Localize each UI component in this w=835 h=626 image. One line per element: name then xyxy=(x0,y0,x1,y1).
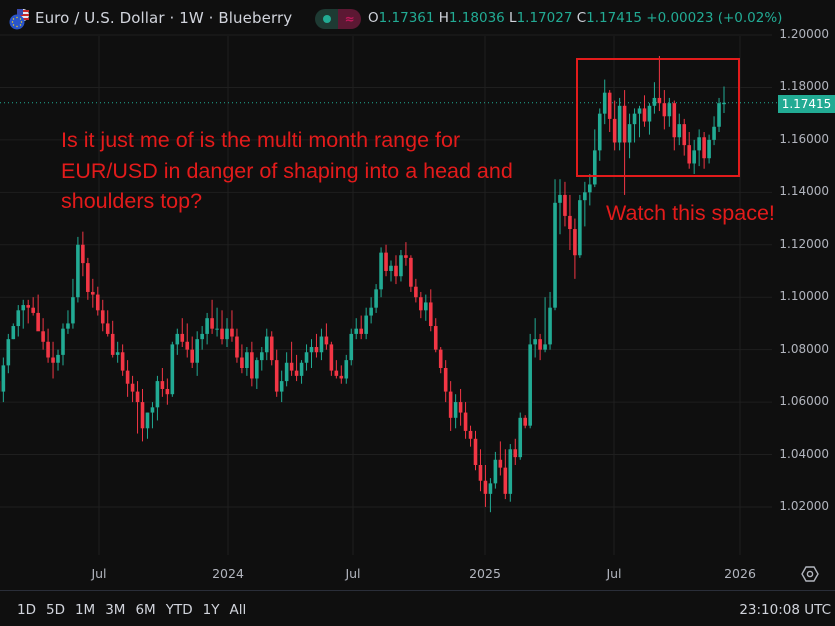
footer-divider xyxy=(0,590,835,591)
low-label: L xyxy=(509,10,517,26)
market-open-dot-icon xyxy=(322,15,331,23)
range-selector: 1D 5D 1M 3M 6M YTD 1Y All xyxy=(17,602,256,618)
time-axis-label: 2024 xyxy=(212,566,244,581)
range-all-button[interactable]: All xyxy=(229,602,247,618)
close-value: 1.17415 xyxy=(586,10,642,26)
price-axis-label: 1.06000 xyxy=(779,394,829,409)
price-axis-label: 1.12000 xyxy=(779,236,829,251)
time-axis-label: Jul xyxy=(91,566,107,581)
time-axis-label: 2026 xyxy=(724,566,756,581)
range-1y-button[interactable]: 1Y xyxy=(202,602,220,618)
chart-header: Euro / U.S. Dollar · 1W · Blueberry ≈ O1… xyxy=(0,0,835,36)
annotation-range-box[interactable] xyxy=(576,58,740,177)
open-label: O xyxy=(368,10,379,26)
time-axis-label: Jul xyxy=(345,566,361,581)
price-axis-label: 1.02000 xyxy=(779,498,829,513)
price-axis-label: 1.04000 xyxy=(779,446,829,461)
range-1m-button[interactable]: 1M xyxy=(74,602,96,618)
low-value: 1.17027 xyxy=(516,10,573,26)
settings-hex-icon[interactable] xyxy=(801,565,819,583)
price-axis-label: 1.16000 xyxy=(779,131,829,146)
time-axis-label: 2025 xyxy=(469,566,501,581)
price-axis-label: 1.10000 xyxy=(779,289,829,304)
candles xyxy=(0,55,726,513)
utc-clock[interactable]: 23:10:08 UTC xyxy=(739,602,831,618)
range-1d-button[interactable]: 1D xyxy=(17,602,36,618)
last-price-badge: 1.17415 xyxy=(778,95,835,113)
approx-data-icon: ≈ xyxy=(338,9,361,29)
range-ytd-button[interactable]: YTD xyxy=(165,602,193,618)
time-axis-label: Jul xyxy=(606,566,622,581)
high-label: H xyxy=(438,10,449,26)
range-5d-button[interactable]: 5D xyxy=(45,602,65,618)
price-axis-label: 1.14000 xyxy=(779,184,829,199)
range-3m-button[interactable]: 3M xyxy=(105,602,126,618)
high-value: 1.18036 xyxy=(448,10,505,26)
change-value: +0.00023 (+0.02%) xyxy=(646,10,783,26)
chart-pane[interactable] xyxy=(0,0,835,590)
eur-usd-flag-icon xyxy=(9,9,29,30)
close-label: C xyxy=(576,10,587,26)
symbol-title[interactable]: Euro / U.S. Dollar · 1W · Blueberry xyxy=(35,9,293,27)
range-6m-button[interactable]: 6M xyxy=(135,602,156,618)
price-axis-label: 1.18000 xyxy=(779,79,829,94)
candlestick-chart[interactable] xyxy=(0,0,835,590)
market-status-pill[interactable]: ≈ xyxy=(315,9,361,29)
market-open-indicator xyxy=(315,9,338,29)
annotation-question-text[interactable]: Is it just me of is the multi month rang… xyxy=(61,128,513,213)
price-axis-label: 1.20000 xyxy=(779,27,829,41)
annotation-watch-text[interactable]: Watch this space! xyxy=(606,201,775,225)
price-axis-label: 1.08000 xyxy=(779,341,829,356)
open-value: 1.17361 xyxy=(378,10,435,26)
ohlc-legend: O1.17361 H1.18036 L1.17027 C1.17415 +0.0… xyxy=(368,10,782,26)
